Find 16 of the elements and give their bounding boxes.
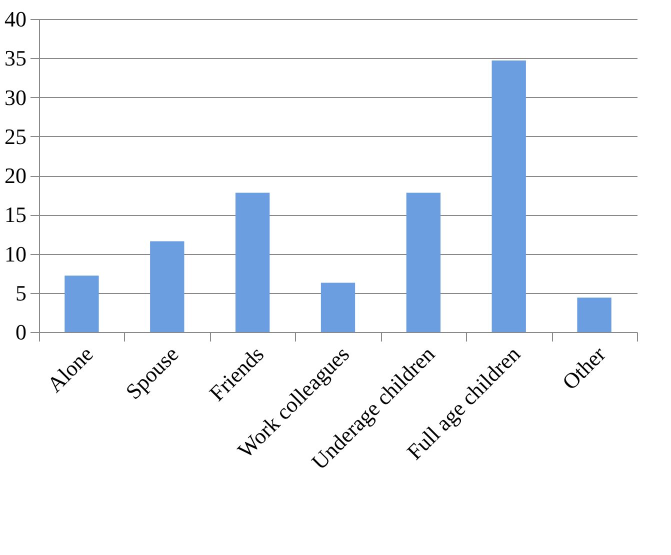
y-tick-label: 30 — [4, 84, 26, 110]
y-tick-label: 5 — [16, 280, 26, 306]
bar — [406, 192, 441, 332]
y-tick-label: 25 — [4, 124, 26, 149]
y-tick-label: 15 — [4, 202, 26, 228]
bar — [64, 276, 99, 332]
bar — [150, 241, 184, 332]
y-tick-label: 40 — [4, 6, 26, 32]
y-tick-label: 35 — [4, 46, 26, 71]
y-tick-label: 20 — [4, 163, 26, 188]
bar — [320, 282, 356, 332]
bar — [577, 298, 612, 332]
y-tick-label: 0 — [16, 320, 26, 344]
bar — [235, 192, 270, 332]
y-tick-label: 10 — [4, 241, 26, 266]
bar — [492, 60, 526, 332]
